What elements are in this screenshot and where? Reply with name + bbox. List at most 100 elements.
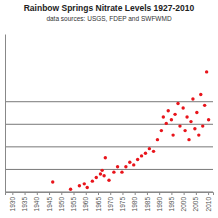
x-tick: 2010	[205, 192, 212, 211]
point	[185, 115, 188, 118]
x-tick-mark	[184, 192, 185, 195]
grid-line	[5, 101, 213, 102]
x-tick: 1945	[46, 192, 53, 211]
x-tick-label: 1950	[58, 197, 65, 212]
point	[124, 165, 127, 168]
subtitle: data sources: USGS, FDEP and SWFWMD	[46, 15, 172, 22]
point	[120, 170, 123, 173]
point	[203, 104, 206, 107]
point	[83, 182, 86, 185]
point	[128, 161, 131, 164]
point	[193, 127, 196, 130]
x-tick-mark	[49, 192, 50, 195]
point	[95, 176, 98, 179]
point	[91, 179, 94, 182]
y-axis-line	[5, 35, 6, 193]
point	[112, 170, 115, 173]
point	[100, 169, 103, 172]
x-tick-mark	[171, 192, 172, 195]
x-tick: 1995	[168, 192, 175, 211]
y-axis	[5, 35, 7, 193]
x-tick: 1980	[131, 192, 138, 211]
x-tick-mark	[86, 192, 87, 195]
x-tick-mark	[61, 192, 62, 195]
x-tick-mark	[208, 192, 209, 195]
x-tick: 1985	[144, 192, 151, 211]
chart: Rainbow Springs Nitrate Levels 1927-2010…	[0, 0, 218, 218]
x-tick-mark	[25, 192, 26, 195]
point	[173, 113, 176, 116]
grid-line	[5, 169, 213, 170]
x-tick-mark	[135, 192, 136, 195]
x-tick-label: 1970	[107, 197, 114, 212]
x-tick-mark	[110, 192, 111, 195]
point	[165, 122, 168, 125]
x-axis-line	[6, 193, 214, 196]
point	[187, 138, 190, 141]
x-tick: 1990	[156, 192, 163, 211]
x-tick: 1955	[70, 192, 77, 211]
x-tick-label: 2000	[180, 197, 187, 212]
point	[191, 97, 194, 100]
x-tick: 1930	[9, 192, 16, 211]
grid-line	[5, 146, 213, 147]
title: Rainbow Springs Nitrate Levels 1927-2010	[24, 3, 195, 13]
point	[156, 138, 159, 141]
x-tick-label: 1965	[95, 197, 102, 212]
x-tick-label: 1960	[82, 197, 89, 212]
x-tick: 2005	[192, 192, 199, 211]
x-tick-mark	[147, 192, 148, 195]
x-tick-label: 1935	[21, 197, 28, 212]
x-tick-mark	[122, 192, 123, 195]
point	[189, 120, 192, 123]
x-tick-label: 1990	[156, 197, 163, 212]
x-tick-label: 1985	[144, 197, 151, 212]
point	[140, 154, 143, 157]
point	[86, 186, 89, 189]
point	[162, 115, 165, 118]
x-tick: 1950	[58, 192, 65, 211]
point	[116, 165, 119, 168]
points	[51, 70, 210, 191]
x-tick-mark	[98, 192, 99, 195]
x-tick: 1965	[95, 192, 102, 211]
x-tick-mark	[74, 192, 75, 195]
point	[183, 129, 186, 132]
x-tick-label: 2005	[192, 197, 199, 212]
x-tick-label: 1945	[46, 197, 53, 212]
x-tick-label: 1975	[119, 197, 126, 212]
point	[195, 111, 198, 114]
x-tick-label: 1940	[33, 197, 40, 212]
x-tick: 1960	[82, 192, 89, 211]
x-tick-label: 1955	[70, 197, 77, 212]
point	[144, 151, 147, 154]
point	[178, 124, 181, 127]
point	[152, 150, 155, 153]
x-tick-mark	[12, 192, 13, 195]
point	[170, 118, 173, 121]
point	[132, 163, 135, 166]
point	[99, 172, 102, 175]
point	[205, 70, 208, 73]
x-tick-mark	[159, 192, 160, 195]
point	[207, 118, 210, 121]
point	[136, 158, 139, 161]
point	[160, 129, 163, 132]
x-tick: 2000	[180, 192, 187, 211]
x-tick: 1970	[107, 192, 114, 211]
x-tick: 1975	[119, 192, 126, 211]
point	[51, 180, 54, 183]
point	[197, 133, 200, 136]
point	[148, 147, 151, 150]
x-tick-mark	[196, 192, 197, 195]
x-tick-label: 1930	[9, 197, 16, 212]
point	[78, 184, 81, 187]
x-tick: 1940	[33, 192, 40, 211]
x-tick-label: 1995	[168, 197, 175, 212]
point	[102, 174, 105, 177]
point	[69, 188, 72, 191]
x-tick-label: 1980	[131, 197, 138, 212]
plot: 1930 1935 1940 1945 1950 1955 1960 1965 1970 1975…	[5, 35, 214, 212]
point	[181, 106, 184, 109]
point	[201, 124, 204, 127]
